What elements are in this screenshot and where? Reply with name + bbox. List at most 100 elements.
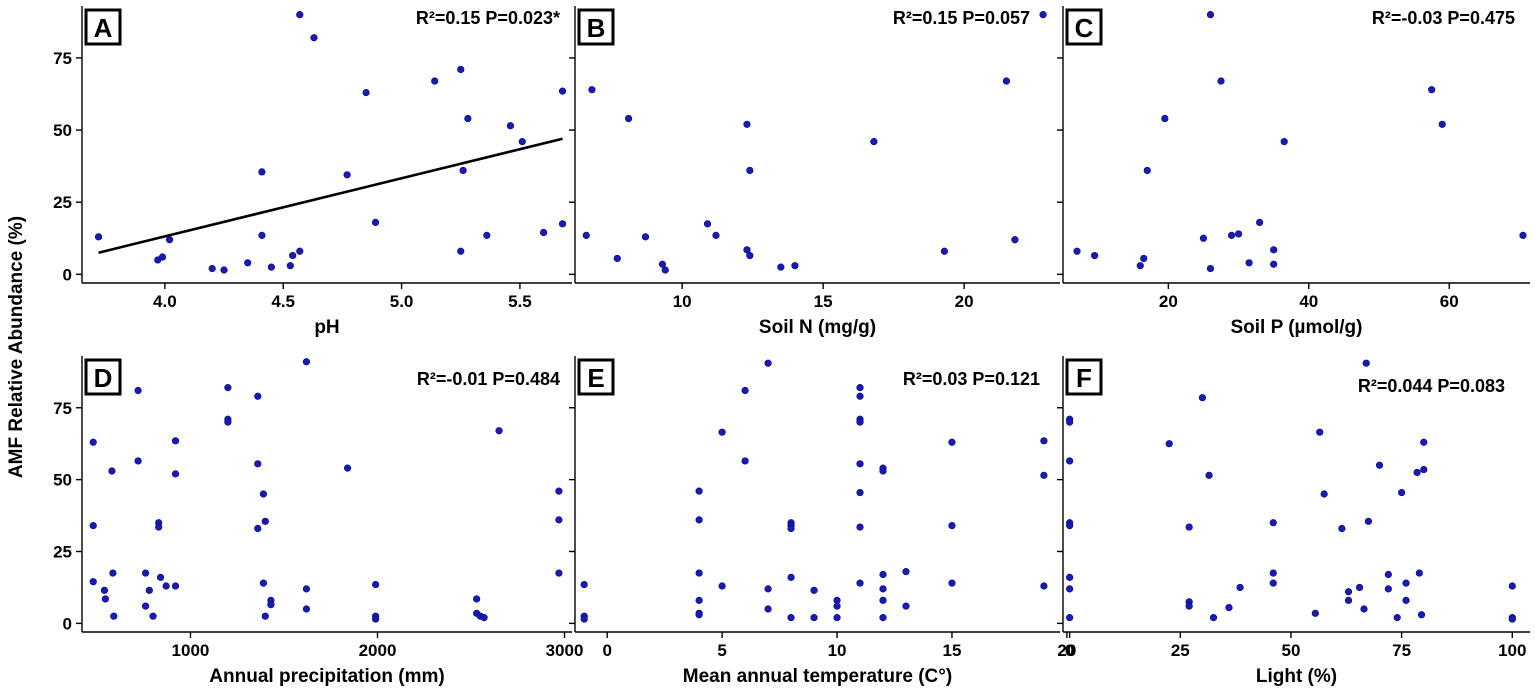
y-tick-label: 0 [63, 614, 72, 633]
data-point [1393, 614, 1401, 622]
data-point [220, 266, 228, 274]
data-point [1091, 251, 1099, 260]
panel-b: 10 15 20 Soil N (mg/g) R²=0.15 P=0.057 B [569, 6, 1060, 338]
x-tick-label: 100 [1498, 641, 1526, 660]
data-point [1011, 236, 1019, 244]
data-point [1227, 231, 1236, 239]
y-tick-label: 25 [53, 543, 72, 562]
y-tick-label: 50 [53, 121, 72, 140]
data-point [879, 585, 887, 593]
x-axis-title: Annual precipitation (mm) [209, 666, 444, 687]
data-point [1066, 457, 1074, 465]
data-point [267, 601, 275, 609]
data-point [1415, 569, 1423, 577]
x-tick-label: 5.0 [390, 292, 414, 311]
data-point [588, 86, 596, 94]
data-point [1384, 585, 1392, 593]
data-point [258, 231, 266, 239]
data-point [1205, 471, 1213, 479]
x-tick-label: 50 [1282, 641, 1301, 660]
data-point [580, 580, 588, 589]
data-point [1161, 114, 1169, 123]
data-point [1269, 569, 1277, 577]
x-tick-label: 10 [673, 292, 692, 311]
data-point [110, 612, 118, 620]
y-tick-label: 75 [53, 49, 72, 68]
data-point [1236, 583, 1244, 592]
y-tick-label: 50 [53, 471, 72, 490]
data-point [879, 596, 887, 604]
data-point [1355, 583, 1364, 592]
data-point [89, 522, 97, 530]
data-point [302, 358, 311, 366]
data-point [343, 464, 352, 472]
panel-letter-box [84, 8, 122, 46]
data-point [613, 254, 621, 263]
data-point [261, 517, 269, 525]
data-point [1256, 218, 1264, 227]
data-point [89, 438, 97, 446]
panel-letter-box [577, 8, 615, 46]
data-point [787, 614, 795, 622]
data-point [134, 457, 142, 465]
data-point [1364, 517, 1373, 525]
data-point [1508, 615, 1516, 623]
data-point [1217, 77, 1225, 85]
data-point [100, 586, 109, 594]
data-point [1185, 602, 1193, 610]
data-point [171, 437, 180, 445]
data-point [1375, 461, 1384, 469]
x-axis-title: Soil N (mg/g) [759, 317, 876, 338]
data-point [1225, 603, 1233, 612]
data-point [149, 612, 157, 620]
data-point [743, 120, 751, 128]
data-point [1165, 440, 1173, 448]
data-point [1066, 585, 1074, 593]
y-tick-label: 75 [53, 399, 72, 418]
data-point [539, 228, 548, 237]
stat-label: R²=-0.03 P=0.475 [1372, 8, 1515, 28]
x-tick-label: 40 [1299, 292, 1318, 311]
data-point [940, 247, 948, 255]
data-point [171, 582, 180, 590]
data-point [158, 253, 167, 261]
data-point [558, 87, 567, 95]
data-point [555, 487, 563, 495]
data-point [171, 470, 180, 478]
data-point [371, 218, 380, 227]
data-point [1206, 264, 1215, 273]
data-point [457, 247, 465, 255]
panel-letter-box [1065, 358, 1103, 396]
data-point [741, 457, 749, 465]
data-point [695, 596, 703, 604]
data-point [718, 428, 726, 436]
data-point [1398, 488, 1406, 497]
data-point [1362, 359, 1370, 367]
data-point [695, 487, 703, 495]
data-point [1417, 611, 1426, 619]
data-point [1384, 570, 1392, 579]
panel-letter: F [1076, 363, 1092, 393]
stat-label: R²=0.044 P=0.083 [1358, 376, 1505, 396]
x-tick-label: 25 [1171, 641, 1190, 660]
data-point [741, 386, 749, 395]
data-point [1199, 234, 1208, 242]
x-tick-label: 0 [602, 641, 611, 660]
data-point [879, 614, 887, 622]
x-tick-label: 5.5 [508, 292, 532, 311]
panel-c: 20 40 60 Soil P (µmol/g) R²=-0.03 P=0.475 C [1057, 6, 1530, 338]
data-point [1209, 614, 1218, 622]
data-point [1143, 166, 1151, 175]
x-tick-label: 15 [943, 641, 962, 660]
data-point [879, 570, 887, 579]
data-point [483, 231, 491, 239]
data-point [1270, 246, 1278, 254]
data-point [1040, 437, 1048, 445]
data-point [254, 524, 262, 533]
data-point [296, 247, 304, 255]
data-point [1245, 259, 1253, 267]
panel-letter: A [94, 13, 113, 43]
data-point [254, 460, 262, 468]
data-point [712, 231, 720, 239]
data-point [1136, 262, 1144, 270]
